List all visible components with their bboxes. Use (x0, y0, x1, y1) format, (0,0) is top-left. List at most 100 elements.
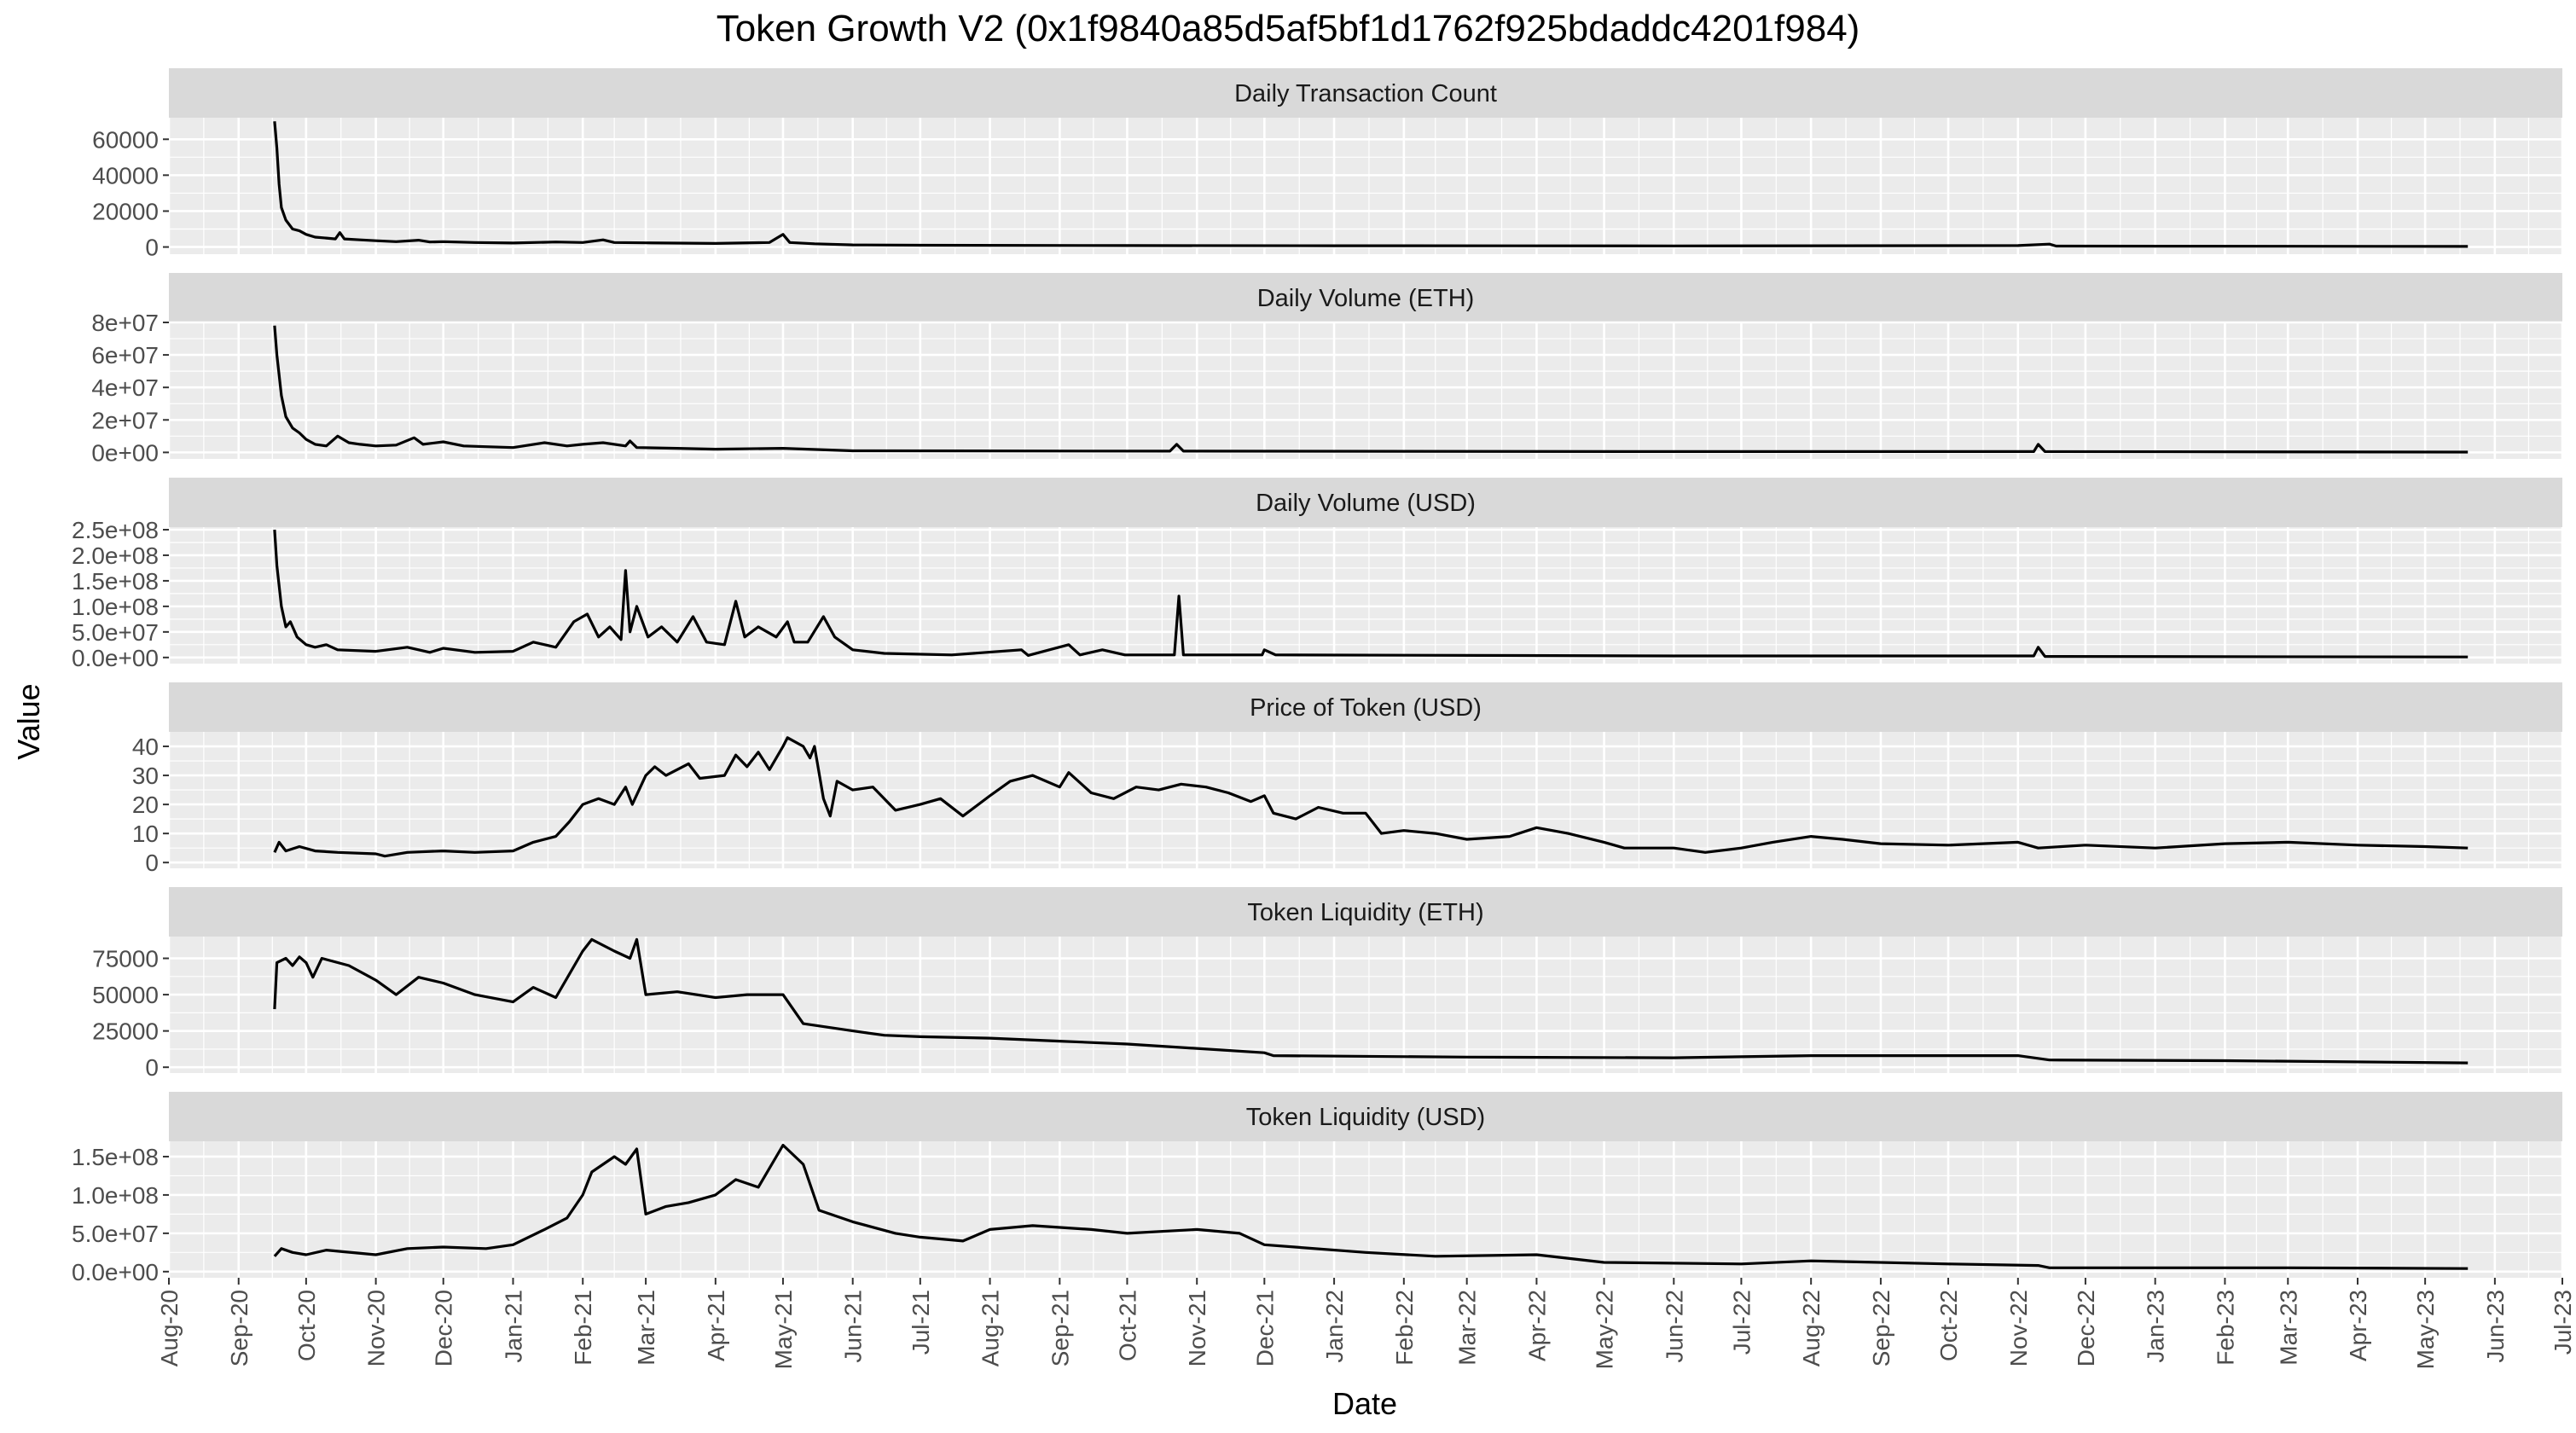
x-tick-label: Jan-21 (500, 1290, 526, 1363)
facet-panel (169, 1141, 2562, 1278)
y-axis-title: Value (11, 683, 46, 759)
y-tick-label: 1.5e+08 (72, 568, 159, 595)
x-tick-label: Mar-21 (633, 1290, 659, 1366)
y-tick-label: 50000 (92, 982, 159, 1008)
facet-6: Token Liquidity (USD) 0.0e+00 5.0e+07 1.0e+… (72, 1092, 2564, 1285)
y-tick-label: 2.0e+08 (72, 542, 159, 569)
x-axis-title: Date (1332, 1386, 1397, 1421)
x-axis: Aug-20 Sep-20 Oct-20 Nov-20 Dec-20 Jan-21 Feb-… (156, 1278, 2576, 1369)
x-tick-label: Apr-22 (1523, 1290, 1550, 1361)
x-tick-label: Sep-20 (226, 1290, 252, 1366)
x-tick-label: Mar-23 (2275, 1290, 2301, 1366)
x-tick-label: Oct-20 (293, 1290, 320, 1361)
facet-4: Price of Token (USD) 0 10 20 30 40 (132, 682, 2564, 876)
x-tick-label: May-21 (770, 1290, 797, 1369)
x-tick-label: Dec-21 (1251, 1290, 1278, 1366)
chart-title: Token Growth V2 (0x1f9840a85d5af5bf1d176… (717, 8, 1860, 49)
y-tick-label: 6e+07 (91, 342, 159, 368)
x-tick-label: Jan-22 (1321, 1290, 1348, 1363)
y-tick-label: 10 (132, 821, 159, 847)
facet-panel (169, 527, 2562, 664)
y-tick-label: 20000 (92, 198, 159, 224)
x-tick-label: Mar-22 (1454, 1290, 1481, 1366)
x-tick-label: Sep-21 (1047, 1290, 1073, 1366)
facet-panel (169, 732, 2562, 868)
facet-strip (169, 273, 2562, 322)
facet-strip-label: Token Liquidity (USD) (1246, 1104, 1485, 1131)
facet-panel (169, 118, 2562, 254)
facet-strip (169, 1092, 2562, 1141)
series-line (273, 1143, 2469, 1270)
y-tick-label: 0.0e+00 (72, 645, 159, 671)
x-tick-label: Apr-23 (2345, 1290, 2371, 1361)
x-tick-label: Jan-23 (2143, 1290, 2169, 1363)
y-tick-label: 0 (145, 1054, 159, 1081)
facets-layer: Daily Transaction Count0200004000060000D… (72, 68, 2564, 1285)
y-tick-label: 25000 (92, 1018, 159, 1045)
facet-strip-label: Token Liquidity (ETH) (1247, 899, 1483, 926)
y-tick-label: 1.5e+08 (72, 1144, 159, 1170)
y-tick-label: 2.5e+08 (72, 517, 159, 543)
y-tick-label: 5.0e+07 (72, 1221, 159, 1247)
y-tick-label: 1.0e+08 (72, 1182, 159, 1209)
y-tick-label: 40000 (92, 162, 159, 189)
facet-strip (169, 682, 2562, 732)
x-tick-label: Jun-21 (840, 1290, 867, 1363)
x-tick-label: Feb-23 (2212, 1290, 2238, 1366)
x-tick-label: Nov-20 (363, 1290, 390, 1366)
facet-3: Daily Volume (USD) 0.0e+005.0e+071.0e+081… (72, 478, 2564, 671)
y-tick-label: 0e+00 (91, 439, 159, 466)
x-tick-label: Jun-22 (1661, 1290, 1687, 1363)
y-tick-label: 40 (132, 734, 159, 760)
series-line (273, 121, 2469, 248)
x-tick-label: Nov-21 (1184, 1290, 1210, 1366)
x-tick-label: Aug-22 (1798, 1290, 1825, 1366)
x-tick-label: Oct-21 (1114, 1290, 1140, 1361)
x-tick-label: Jul-23 (2550, 1290, 2576, 1355)
series-line (273, 736, 2469, 858)
series-line (273, 325, 2469, 454)
x-tick-label: Jul-22 (1728, 1290, 1755, 1355)
x-tick-label: Feb-21 (570, 1290, 596, 1366)
facet-5: Token Liquidity (ETH) 0 25000 50000 75000 (92, 887, 2564, 1081)
x-tick-label: Oct-22 (1935, 1290, 1962, 1361)
y-tick-label: 8e+07 (91, 310, 159, 336)
facet-panel (169, 937, 2562, 1073)
x-tick-label: Jul-21 (908, 1290, 934, 1355)
facet-strip (169, 478, 2562, 527)
x-tick-label: Apr-21 (703, 1290, 729, 1361)
series-line (273, 937, 2469, 1065)
x-tick-label: Dec-20 (431, 1290, 457, 1366)
facet-panel (169, 322, 2562, 459)
facet-2: Daily Volume (ETH) 0e+00 2e+07 4e+07 6e+07 8e… (91, 273, 2564, 466)
facet-strip-label: Price of Token (USD) (1250, 694, 1482, 722)
facet-strip (169, 68, 2562, 118)
x-tick-label: Feb-22 (1391, 1290, 1418, 1366)
x-tick-label: Dec-22 (2073, 1290, 2099, 1366)
facet-1: Daily Transaction Count 0 20000 40000 60000 (92, 68, 2564, 261)
y-tick-label: 0.0e+00 (72, 1259, 159, 1285)
x-tick-label: May-22 (1592, 1290, 1618, 1369)
y-tick-label: 5.0e+07 (72, 619, 159, 646)
y-tick-label: 20 (132, 792, 159, 818)
y-tick-label: 75000 (92, 946, 159, 972)
x-tick-label: Nov-22 (2005, 1290, 2032, 1366)
x-tick-label: Jun-23 (2482, 1290, 2509, 1363)
x-tick-label: May-23 (2412, 1290, 2439, 1369)
y-tick-label: 0 (145, 235, 159, 261)
facet-strip-label: Daily Volume (ETH) (1257, 285, 1475, 312)
y-tick-label: 30 (132, 763, 159, 789)
x-tick-label: Aug-21 (978, 1290, 1004, 1366)
y-tick-label: 4e+07 (91, 374, 159, 401)
facet-strip-label: Daily Transaction Count (1234, 80, 1497, 107)
y-tick-label: 0 (145, 850, 159, 876)
series-line (273, 529, 2469, 658)
facet-strip-label: Daily Volume (USD) (1256, 490, 1476, 517)
y-tick-label: 2e+07 (91, 407, 159, 433)
y-tick-label: 60000 (92, 126, 159, 153)
facet-strip (169, 887, 2562, 937)
y-tick-label: 1.0e+08 (72, 594, 159, 620)
x-tick-label: Aug-20 (156, 1290, 183, 1366)
x-tick-label: Sep-22 (1868, 1290, 1894, 1366)
